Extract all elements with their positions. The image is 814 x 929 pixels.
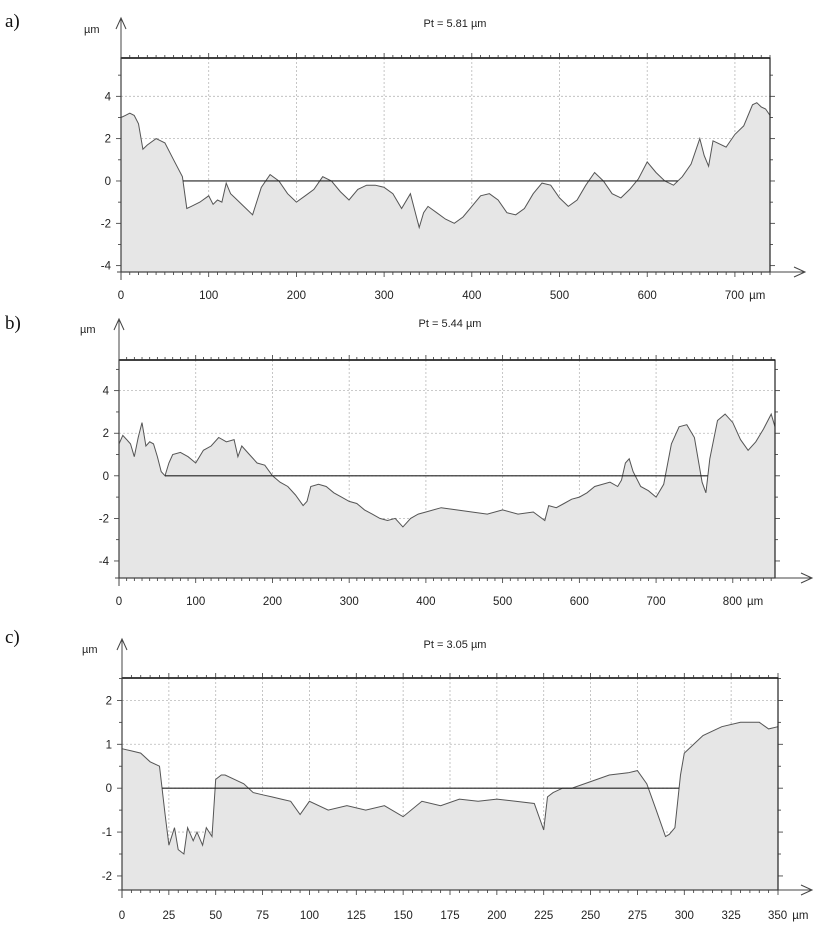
panel-label-a: a) [5,11,20,32]
x-tick-label-a-0: 0 [118,290,124,302]
y-tick-label-a-4: 4 [105,91,112,103]
y-tick-label-c-1: -1 [102,827,112,839]
x-tick-label-c-14: 350 µm [768,910,808,922]
y-axis-arrow-b [113,317,125,331]
y-tick-label-a-0: -4 [101,261,112,273]
x-axis-arrow-b [800,572,814,584]
x-tick-label-c-9: 225 [534,910,553,922]
profile-chart-b: b) Pt = 5.44 µm µm -4 -2 0 2 4 0 100 200 300 400 500 6… [5,313,814,608]
x-tick-label-b-3: 300 [340,596,359,608]
x-tick-label-a-6: 600 [638,290,657,302]
x-tick-label-c-11: 275 [628,910,647,922]
x-tick-label-a-7: 700 µm [725,290,765,302]
x-tick-label-b-4: 400 [416,596,435,608]
profile-chart-c: c) Pt = 3.05 µm µm -2 -1 0 1 2 0 25 50 75 100 125 150 1… [5,627,814,922]
y-axis-arrow-c [116,637,128,651]
x-unit-label-a: µm [749,290,765,302]
y-unit-label-a: µm [84,24,100,36]
profile-area-c [122,722,778,890]
panel-label-b: b) [5,313,21,334]
y-tick-label-b-4: 4 [103,386,110,398]
x-tick-label-c-0: 0 [119,910,125,922]
panel-a: a) Pt = 5.81 µm µm -4 -2 0 2 4 0 100 200 300 400 500 6… [0,0,814,302]
y-tick-label-a-3: 2 [105,134,111,146]
y-tick-label-b-2: 0 [103,471,109,483]
panel-b: b) Pt = 5.44 µm µm -4 -2 0 2 4 0 100 200 300 400 500 6… [0,305,814,615]
profile-line-c [121,721,779,855]
x-tick-label-a-1: 100 [199,290,218,302]
x-tick-label-a-5: 500 [550,290,569,302]
pt-title-b: Pt = 5.44 µm [419,318,482,330]
x-tick-label-c-3: 75 [256,910,269,922]
x-unit-label-c: µm [792,910,808,922]
y-tick-label-c-4: 2 [106,695,112,707]
x-tick-label-c-2: 50 [209,910,222,922]
x-tick-label-b-6: 600 [570,596,589,608]
y-tick-label-b-0: -4 [99,556,110,568]
y-tick-label-c-2: 0 [106,783,112,795]
x-tick-label-c-10: 250 [581,910,600,922]
y-tick-label-a-2: 0 [105,176,111,188]
profile-area-a [121,102,770,272]
x-tick-label-a-2: 200 [287,290,306,302]
x-tick-label-c-8: 200 [487,910,506,922]
x-axis-arrow-a [793,266,807,278]
x-tick-label-b-2: 200 [263,596,282,608]
y-tick-label-c-3: 1 [106,739,112,751]
x-tick-label-c-13: 325 [722,910,741,922]
panel-label-c: c) [5,627,20,648]
x-tick-label-b-1: 100 [186,596,205,608]
x-tick-label-c-12: 300 [675,910,694,922]
x-tick-label-c-4: 100 [300,910,319,922]
x-tick-label-b-7: 700 [646,596,665,608]
pt-title-c: Pt = 3.05 µm [424,639,487,651]
y-tick-label-b-3: 2 [103,428,109,440]
x-tick-label-a-4: 400 [462,290,481,302]
x-tick-label-a-3: 300 [375,290,394,302]
y-tick-label-b-1: -2 [99,513,109,525]
x-tick-label-c-1: 25 [162,910,175,922]
x-tick-label-b-0: 0 [116,596,122,608]
x-tick-label-c-5: 125 [347,910,366,922]
x-tick-label-c-7: 175 [440,910,459,922]
x-tick-label-b-8: 800 µm [723,596,763,608]
y-unit-label-c: µm [82,644,98,656]
profile-line-b [118,412,776,528]
x-unit-label-b: µm [747,596,763,608]
pt-title-a: Pt = 5.81 µm [424,18,487,30]
y-axis-arrow-a [115,16,127,30]
profile-chart-a: a) Pt = 5.81 µm µm -4 -2 0 2 4 0 100 200 300 400 500 6… [5,11,807,302]
profile-area-b [119,414,775,578]
x-tick-label-c-6: 150 [394,910,413,922]
y-tick-label-c-0: -2 [102,871,112,883]
y-tick-label-a-1: -2 [101,218,111,230]
x-tick-label-b-5: 500 [493,596,512,608]
y-unit-label-b: µm [80,324,96,336]
x-axis-arrow-c [800,884,814,896]
panel-c: c) Pt = 3.05 µm µm -2 -1 0 1 2 0 25 50 75 100 125 150 1… [0,615,814,929]
